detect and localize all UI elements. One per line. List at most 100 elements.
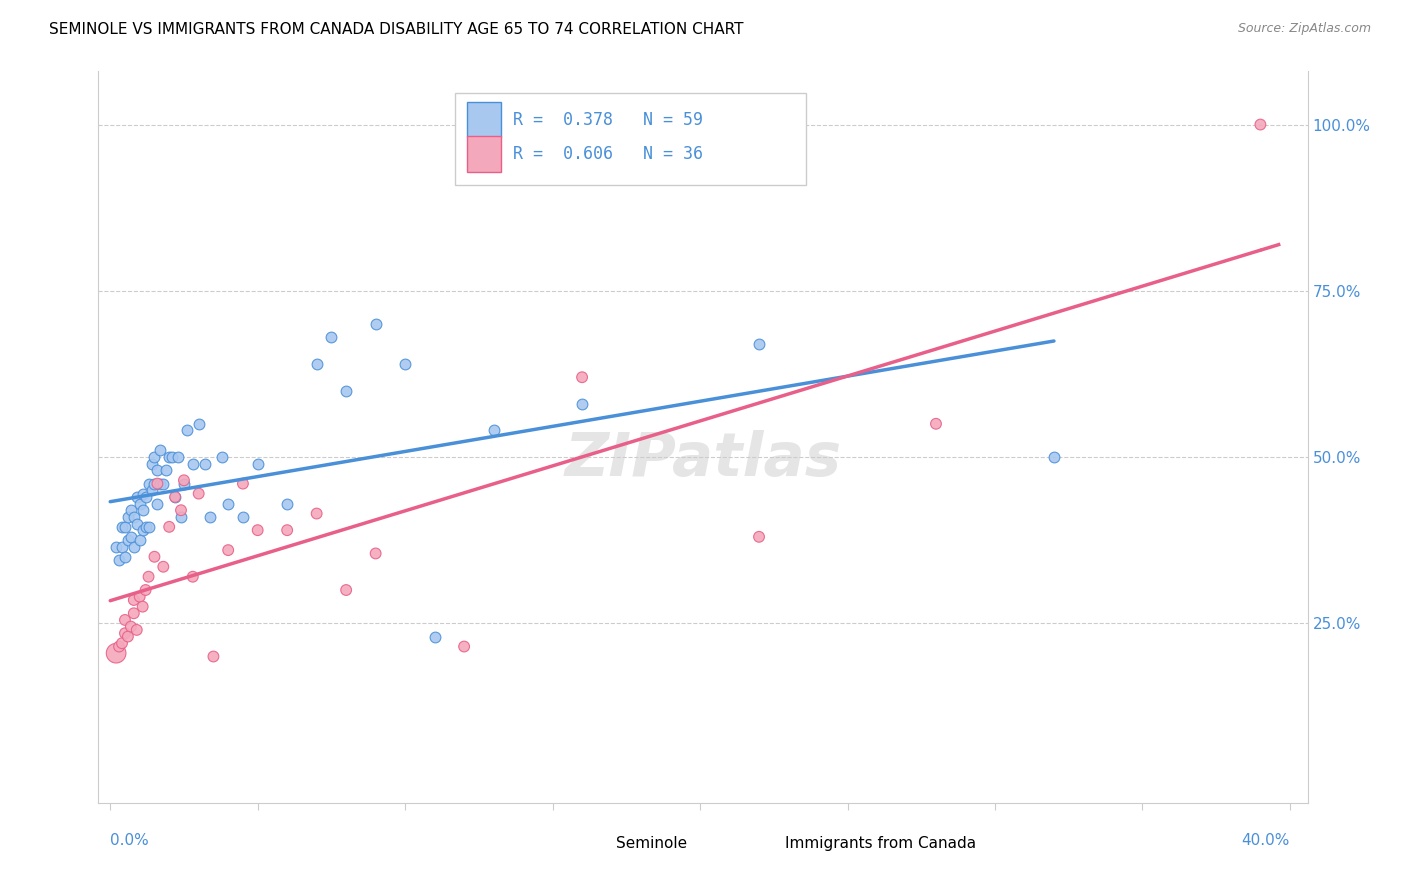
Point [114, 626, 136, 640]
Text: 40.0%: 40.0% [1241, 833, 1289, 847]
Point [135, 520, 157, 534]
Point [173, 476, 195, 491]
Point [122, 540, 145, 554]
Point [135, 582, 157, 597]
Point [157, 450, 180, 464]
Text: Source: ZipAtlas.com: Source: ZipAtlas.com [1237, 22, 1371, 36]
Point [157, 520, 180, 534]
Point [925, 417, 948, 431]
Point [453, 640, 475, 654]
Point [305, 357, 328, 371]
Point [143, 549, 166, 564]
Point [149, 476, 172, 491]
Point [155, 463, 177, 477]
Point [571, 397, 593, 411]
Point [131, 599, 153, 614]
Text: Immigrants from Canada: Immigrants from Canada [785, 837, 976, 851]
Point [111, 540, 134, 554]
Point [141, 483, 163, 498]
Point [276, 497, 298, 511]
Point [181, 457, 204, 471]
Point [181, 570, 204, 584]
Point [748, 337, 770, 351]
Point [187, 486, 209, 500]
Point [394, 357, 416, 371]
Point [128, 497, 150, 511]
Point [170, 503, 193, 517]
Point [122, 593, 145, 607]
Point [176, 424, 198, 438]
Point [146, 463, 169, 477]
Point [276, 523, 298, 537]
Point [120, 619, 142, 633]
Text: 0.0%: 0.0% [110, 833, 149, 847]
Point [128, 533, 150, 548]
Point [170, 509, 193, 524]
Point [131, 486, 153, 500]
Point [211, 450, 233, 464]
Bar [467, 136, 501, 171]
Point [120, 503, 142, 517]
Point [111, 636, 134, 650]
Point [122, 509, 145, 524]
Point [111, 520, 134, 534]
Point [120, 530, 142, 544]
Point [364, 546, 387, 560]
Point [482, 424, 505, 438]
Point [143, 450, 166, 464]
Point [246, 457, 269, 471]
Point [194, 457, 217, 471]
Point [200, 509, 222, 524]
Point [117, 533, 139, 548]
Text: R =  0.378   N = 59: R = 0.378 N = 59 [513, 111, 703, 128]
Point [128, 590, 150, 604]
Point [1043, 450, 1066, 464]
Point [165, 490, 187, 504]
Point [173, 473, 195, 487]
Bar [751, 830, 778, 858]
Text: SEMINOLE VS IMMIGRANTS FROM CANADA DISABILITY AGE 65 TO 74 CORRELATION CHART: SEMINOLE VS IMMIGRANTS FROM CANADA DISAB… [49, 22, 744, 37]
Point [143, 476, 166, 491]
Point [138, 520, 160, 534]
Point [423, 630, 446, 644]
Point [125, 490, 148, 504]
Point [217, 497, 239, 511]
Point [117, 509, 139, 524]
Point [114, 613, 136, 627]
Point [122, 607, 145, 621]
Point [167, 450, 190, 464]
Point [232, 476, 254, 491]
Point [1249, 118, 1271, 132]
Point [105, 646, 128, 660]
Point [146, 497, 169, 511]
Point [108, 553, 131, 567]
Point [202, 649, 225, 664]
Point [152, 476, 174, 491]
Point [131, 523, 153, 537]
Text: R =  0.606   N = 36: R = 0.606 N = 36 [513, 145, 703, 163]
Point [125, 516, 148, 531]
Point [138, 570, 160, 584]
Point [364, 317, 387, 331]
Text: ZIPatlas: ZIPatlas [564, 430, 842, 489]
Point [131, 503, 153, 517]
Point [152, 559, 174, 574]
Point [335, 384, 357, 398]
FancyBboxPatch shape [456, 94, 806, 185]
Point [146, 476, 169, 491]
Point [187, 417, 209, 431]
Point [105, 540, 128, 554]
Bar [582, 830, 609, 858]
Point [160, 450, 183, 464]
Point [321, 330, 343, 344]
Point [114, 549, 136, 564]
Point [232, 509, 254, 524]
Point [114, 520, 136, 534]
Text: Seminole: Seminole [616, 837, 688, 851]
Bar [467, 102, 501, 137]
Point [335, 582, 357, 597]
Point [117, 630, 139, 644]
Point [217, 543, 239, 558]
Point [149, 443, 172, 458]
Point [125, 623, 148, 637]
